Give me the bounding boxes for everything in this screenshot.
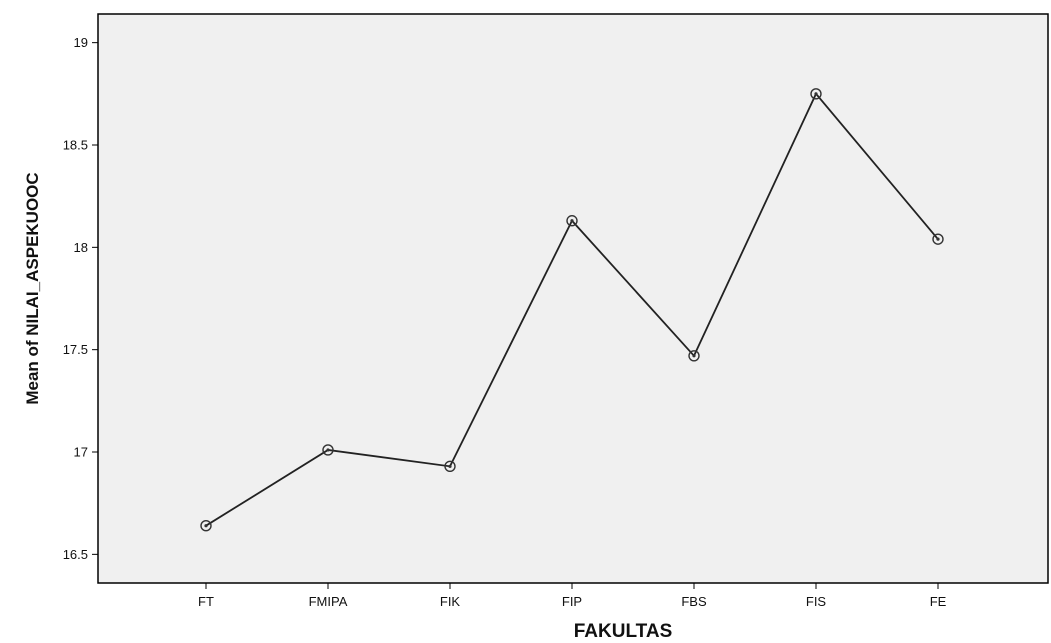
x-tick-label: FIS	[806, 594, 827, 609]
y-tick-label: 19	[74, 35, 88, 50]
x-axis-title: FAKULTAS	[574, 621, 673, 642]
y-axis-title: Mean of NILAI_ASPEKUOOC	[23, 172, 42, 404]
data-point-marker	[688, 350, 700, 362]
data-point-marker	[566, 215, 578, 227]
x-tick-label: FMIPA	[309, 594, 348, 609]
data-point-marker	[932, 233, 944, 245]
y-tick-label: 18.5	[63, 137, 88, 152]
y-tick-label: 17	[74, 445, 88, 460]
x-tick-label: FIK	[440, 594, 461, 609]
x-tick-label: FIP	[562, 594, 582, 609]
plot-area	[97, 13, 1049, 584]
y-tick-label: 17.5	[63, 342, 88, 357]
data-point-marker	[444, 460, 456, 473]
y-axis: 16.5 17 17.5 18 18.5 19	[63, 35, 98, 562]
data-point-marker	[322, 444, 334, 456]
data-point-marker	[810, 88, 822, 100]
series-line-group	[200, 88, 944, 532]
x-tick-label: FBS	[681, 594, 707, 609]
data-point-marker	[200, 519, 212, 532]
y-tick-label: 16.5	[63, 547, 88, 562]
x-axis: FT FMIPA FIK FIP FBS FIS FE	[198, 583, 947, 609]
x-tick-label: FT	[198, 594, 214, 609]
x-tick-label: FE	[930, 594, 947, 609]
y-tick-label: 18	[74, 240, 88, 255]
